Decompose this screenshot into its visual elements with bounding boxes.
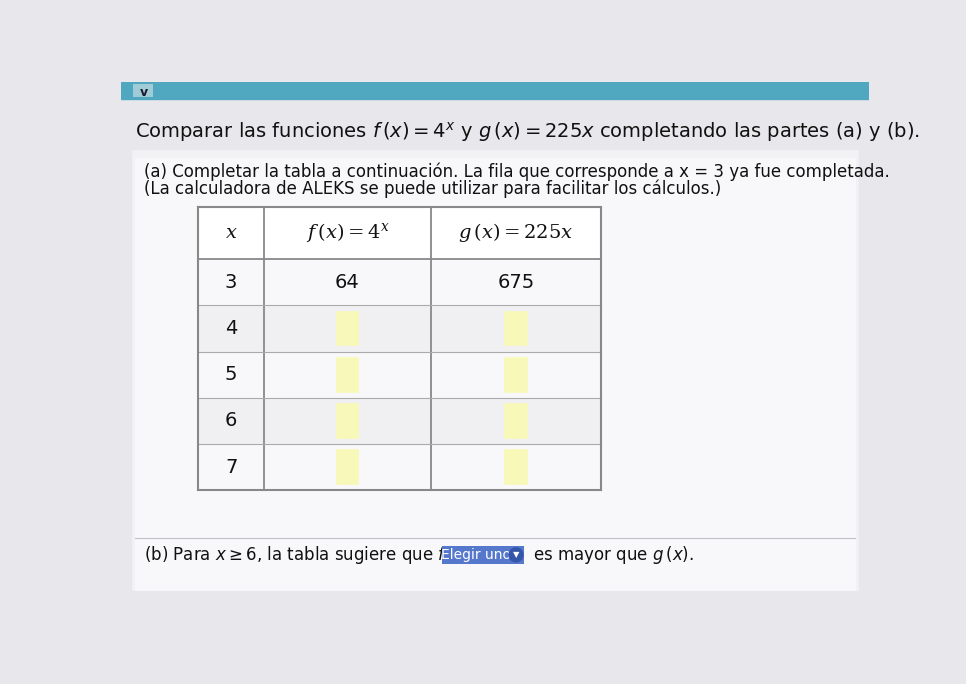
Bar: [198, 398, 601, 444]
Bar: [198, 305, 601, 352]
Bar: [505, 311, 526, 345]
Text: (La calculadora de ALEKS se puede utilizar para facilitar los cálculos.): (La calculadora de ALEKS se puede utiliz…: [144, 179, 722, 198]
Bar: [133, 84, 154, 96]
Text: 675: 675: [497, 273, 534, 292]
Bar: [198, 352, 601, 398]
Text: $x$: $x$: [225, 224, 238, 243]
Text: Elegir uno: Elegir uno: [441, 548, 511, 562]
Bar: [336, 404, 358, 438]
Text: $g\,(x)=225x$: $g\,(x)=225x$: [458, 222, 574, 244]
Bar: [336, 358, 358, 392]
Text: 6: 6: [225, 411, 238, 430]
Bar: [132, 150, 858, 590]
Text: es mayor que $g\,(x)$.: es mayor que $g\,(x)$.: [533, 544, 694, 566]
Bar: [198, 259, 601, 305]
Bar: [198, 444, 601, 490]
Bar: [505, 358, 526, 392]
Text: $f\,(x)=4^x$: $f\,(x)=4^x$: [305, 222, 389, 244]
Text: 7: 7: [225, 458, 238, 477]
Text: 64: 64: [335, 273, 359, 292]
Text: v: v: [140, 86, 148, 99]
Bar: [505, 404, 526, 438]
Bar: [442, 546, 524, 564]
Bar: [505, 450, 526, 484]
Circle shape: [509, 548, 523, 562]
Bar: [121, 82, 869, 99]
Bar: [336, 311, 358, 345]
Text: ▼: ▼: [513, 551, 520, 560]
Text: (b) Para $x\geq 6$, la tabla sugiere que $f\,(x)$: (b) Para $x\geq 6$, la tabla sugiere que…: [144, 544, 469, 566]
Bar: [336, 450, 358, 484]
Text: 3: 3: [225, 273, 238, 292]
Text: 5: 5: [225, 365, 238, 384]
Bar: [198, 207, 601, 490]
Bar: [135, 157, 855, 590]
Text: 4: 4: [225, 319, 238, 338]
Text: Comparar las funciones $f\,(x)=4^x$ y $g\,(x)=225x$ completando las partes (a) y: Comparar las funciones $f\,(x)=4^x$ y $g…: [134, 120, 920, 144]
Text: (a) Completar la tabla a continuación. La fila que corresponde a x = 3 ya fue co: (a) Completar la tabla a continuación. L…: [144, 162, 890, 181]
